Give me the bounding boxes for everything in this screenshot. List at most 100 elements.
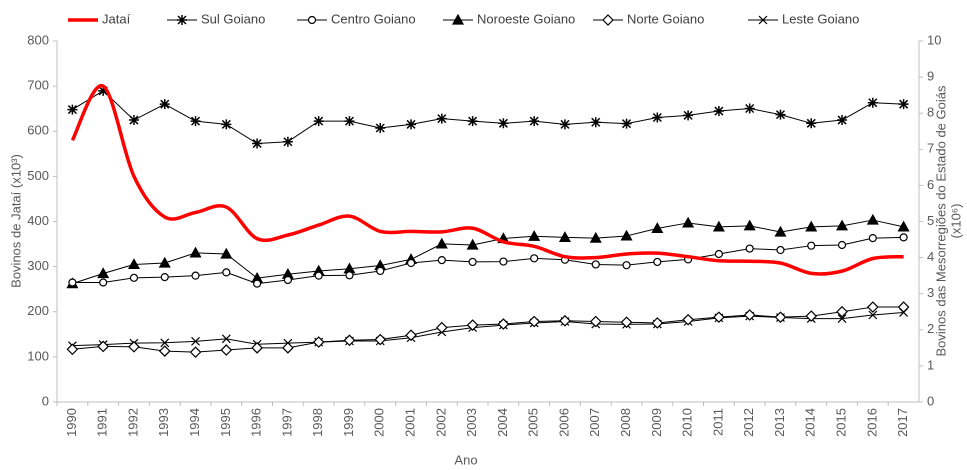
marker — [467, 116, 478, 127]
marker — [160, 338, 170, 348]
marker — [866, 301, 879, 313]
marker — [222, 268, 231, 277]
marker — [405, 329, 417, 342]
marker — [559, 119, 570, 130]
marker — [868, 234, 877, 243]
marker — [898, 99, 909, 110]
marker — [529, 116, 540, 127]
x-tick-label: 1994 — [187, 408, 202, 437]
marker — [376, 266, 385, 276]
legend: Jataí Sul Goiano Centro Goiano Noroeste Goi… — [68, 11, 859, 26]
marker — [406, 258, 416, 268]
legend-label: Jataí — [102, 11, 131, 26]
marker — [251, 342, 263, 354]
marker — [345, 271, 354, 280]
series-line — [70, 84, 904, 276]
marker — [158, 256, 171, 268]
marker — [98, 85, 109, 96]
marker — [312, 336, 325, 348]
marker — [159, 99, 170, 110]
marker — [653, 257, 662, 267]
marker — [253, 279, 262, 288]
legend-label: Sul Goiano — [201, 11, 265, 26]
marker — [191, 336, 200, 346]
x-tick-label: 2002 — [433, 408, 448, 437]
marker — [683, 110, 694, 121]
marker — [283, 275, 292, 285]
legend-label: Norte Goiano — [627, 11, 704, 26]
marker — [590, 117, 601, 128]
marker — [807, 241, 816, 250]
legend-label: Leste Goiano — [782, 11, 859, 26]
x-tick-label: 2010 — [680, 408, 695, 437]
marker — [743, 309, 756, 321]
x-tick-label: 2008 — [618, 408, 633, 437]
legend-label: Centro Goiano — [331, 11, 416, 26]
marker — [344, 116, 355, 127]
x-tick-label: 1999 — [341, 408, 356, 437]
series-line — [72, 306, 904, 353]
marker — [190, 116, 201, 127]
y2-tick-label: 3 — [927, 285, 934, 300]
marker — [866, 213, 879, 225]
y-tick-label: 600 — [27, 123, 49, 138]
marker — [343, 334, 356, 347]
marker — [282, 342, 294, 354]
x-tick-label: 1998 — [310, 408, 325, 437]
x-tick-label: 2016 — [864, 408, 879, 437]
x-tick-label: 2003 — [464, 408, 479, 437]
y2-tick-label: 10 — [927, 32, 941, 47]
y2-tick-label: 7 — [927, 141, 934, 156]
marker — [127, 258, 140, 270]
y2-axis-label: (x10⁶) — [948, 204, 963, 239]
marker — [713, 106, 724, 117]
y-tick-label: 100 — [27, 348, 49, 363]
marker — [744, 103, 755, 114]
marker — [558, 231, 571, 242]
marker — [621, 118, 632, 129]
marker — [745, 244, 754, 253]
marker — [897, 301, 910, 313]
marker — [899, 233, 908, 242]
marker — [189, 346, 202, 359]
x-tick-label: 1997 — [279, 408, 294, 437]
y-tick-label: 300 — [27, 258, 49, 273]
marker — [468, 257, 477, 267]
marker — [499, 257, 508, 266]
marker — [651, 317, 664, 329]
x-tick-label: 2009 — [649, 408, 664, 437]
y2-tick-label: 9 — [927, 69, 934, 84]
marker — [437, 256, 446, 265]
x-tick-label: 1996 — [249, 408, 264, 437]
marker — [805, 220, 818, 232]
x-tick-label: 2001 — [402, 408, 417, 437]
marker — [602, 14, 614, 26]
marker — [435, 237, 448, 249]
x-tick-label: 2000 — [372, 408, 387, 437]
marker — [128, 340, 140, 353]
y2-tick-label: 5 — [927, 213, 934, 228]
marker — [66, 343, 79, 356]
marker — [374, 333, 387, 346]
marker — [99, 278, 108, 287]
y-tick-label: 400 — [27, 213, 49, 228]
marker — [158, 345, 171, 357]
marker — [682, 216, 695, 228]
marker — [68, 278, 77, 287]
marker — [836, 219, 849, 231]
marker — [652, 112, 663, 123]
marker — [528, 315, 541, 328]
marker — [867, 97, 878, 108]
y-axis-label: Bovinos de Jataí (x10³) — [8, 154, 23, 288]
marker — [177, 15, 187, 25]
marker — [220, 344, 233, 356]
marker — [591, 260, 600, 269]
marker — [220, 247, 233, 259]
marker — [775, 109, 786, 120]
marker — [97, 267, 110, 279]
y-tick-label: 500 — [27, 168, 49, 183]
marker — [129, 273, 139, 282]
marker — [774, 225, 787, 237]
x-tick-label: 2012 — [741, 408, 756, 437]
x-tick-label: 2014 — [803, 408, 818, 437]
